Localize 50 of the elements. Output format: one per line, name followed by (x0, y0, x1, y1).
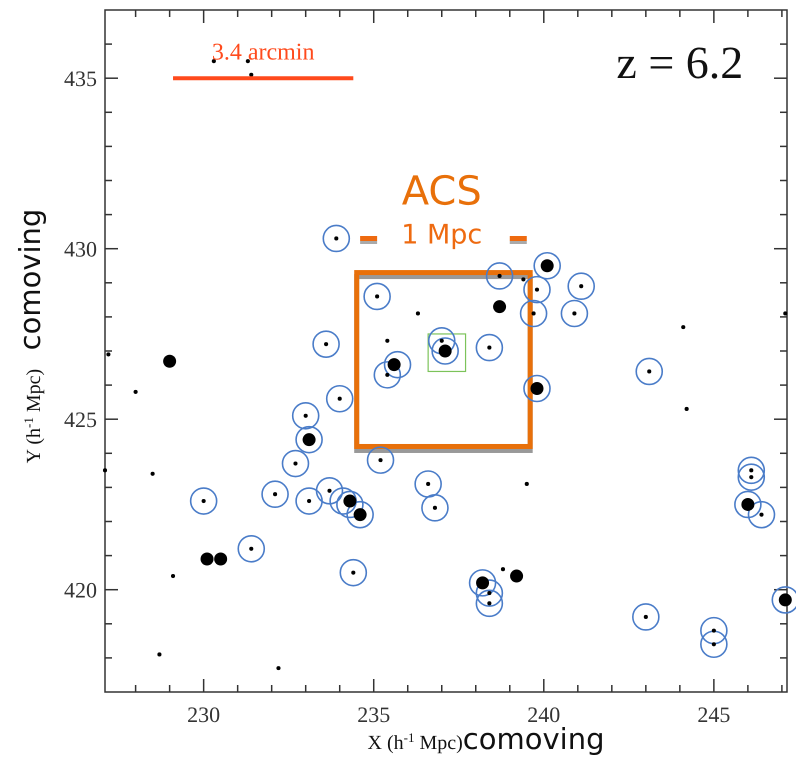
point (476, 590, 504, 618)
point (523, 374, 551, 402)
point (632, 603, 660, 631)
point (476, 334, 504, 362)
y-tick-label: 425 (64, 406, 97, 432)
point (421, 494, 449, 522)
point (190, 487, 218, 515)
point (292, 402, 320, 430)
point (312, 330, 340, 358)
point (295, 487, 323, 515)
point (533, 252, 561, 280)
annotation: 3.4 arcmin (212, 39, 314, 66)
annotation: 1 Mpc (401, 220, 482, 251)
point (737, 456, 766, 484)
point (326, 384, 354, 413)
point (237, 535, 266, 563)
point (567, 272, 596, 300)
point (316, 477, 344, 505)
x-tick-label: 230 (187, 702, 220, 727)
point (635, 358, 664, 386)
point (520, 300, 548, 328)
point (374, 361, 402, 389)
point (384, 350, 412, 378)
annotation: ACS (402, 168, 482, 214)
point (476, 579, 504, 607)
point (734, 490, 762, 518)
y-tick-label: 435 (64, 66, 97, 91)
y-tick-label: 420 (64, 577, 97, 602)
point (346, 500, 374, 528)
point (486, 262, 514, 290)
point (340, 558, 368, 586)
point (700, 616, 728, 644)
y-tick-label: 430 (64, 236, 97, 262)
annotation: z = 6.2 (616, 37, 744, 88)
point (329, 487, 357, 515)
point (700, 630, 728, 658)
point (366, 446, 394, 474)
point (414, 470, 442, 498)
point (282, 450, 310, 478)
point (261, 480, 289, 508)
point (336, 490, 364, 518)
x-tick-label: 245 (697, 702, 730, 727)
point (748, 500, 776, 528)
point (737, 463, 766, 491)
point (295, 426, 323, 454)
point (560, 300, 588, 328)
point (468, 569, 496, 597)
point (523, 276, 551, 304)
point (363, 282, 391, 310)
point (322, 224, 350, 252)
